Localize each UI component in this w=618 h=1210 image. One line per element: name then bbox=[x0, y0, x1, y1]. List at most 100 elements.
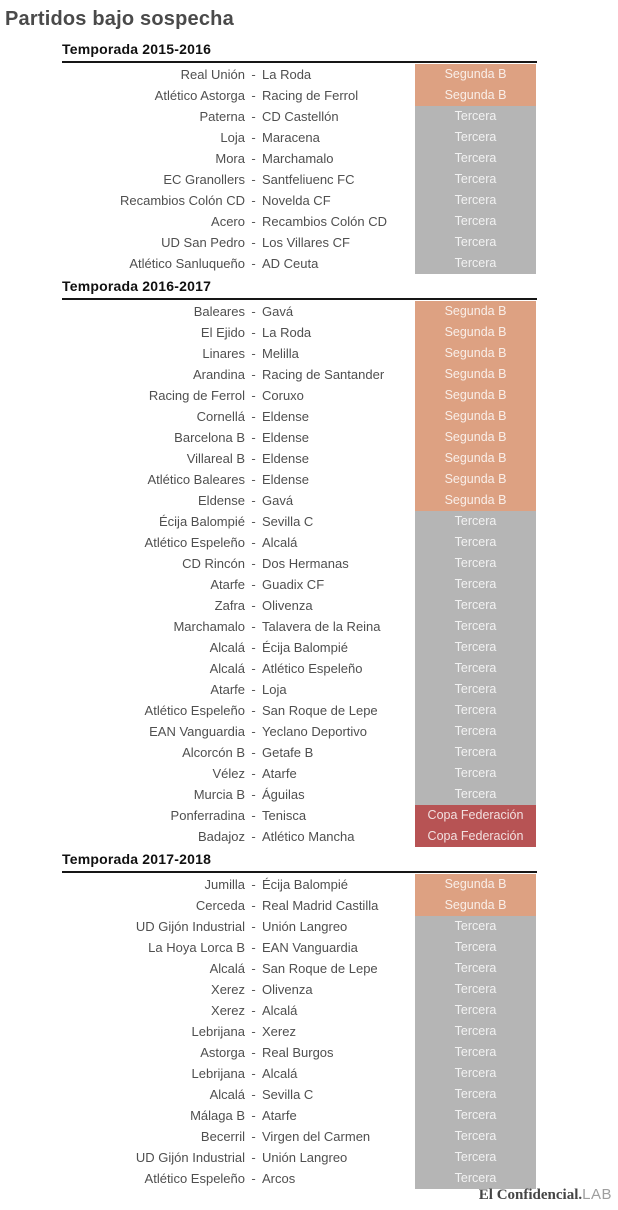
match-row: Barcelona B - Eldense Segunda B bbox=[0, 427, 618, 448]
season-section: Temporada 2015-2016 Real Unión - La Roda… bbox=[0, 41, 618, 274]
away-team: Atarfe bbox=[262, 766, 297, 781]
away-team: Gavá bbox=[262, 493, 294, 508]
match-row: Cerceda - Real Madrid Castilla Segunda B bbox=[0, 895, 618, 916]
home-team: Paterna bbox=[199, 109, 245, 124]
away-team: Talavera de la Reina bbox=[262, 619, 381, 634]
division-badge: Tercera bbox=[415, 211, 536, 232]
away-team: Guadix CF bbox=[262, 577, 325, 592]
separator-dash: - bbox=[251, 898, 256, 913]
season-section: Temporada 2016-2017 Baleares - Gavá Segu… bbox=[0, 278, 618, 847]
division-badge: Tercera bbox=[415, 1084, 536, 1105]
away-team: Racing de Ferrol bbox=[262, 88, 359, 103]
separator-dash: - bbox=[251, 982, 256, 997]
home-team: Atlético Espeleño bbox=[144, 535, 245, 550]
away-team: Eldense bbox=[262, 472, 309, 487]
away-team: San Roque de Lepe bbox=[262, 961, 378, 976]
away-team: Xerez bbox=[262, 1024, 296, 1039]
match-row: Atlético Astorga - Racing de Ferrol Segu… bbox=[0, 85, 618, 106]
division-badge: Tercera bbox=[415, 763, 536, 784]
home-team: Linares bbox=[202, 346, 245, 361]
division-badge: Tercera bbox=[415, 742, 536, 763]
division-badge: Tercera bbox=[415, 616, 536, 637]
match-row: La Hoya Lorca B - EAN Vanguardia Tercera bbox=[0, 937, 618, 958]
home-team: Lebrijana bbox=[191, 1024, 246, 1039]
away-team: Real Madrid Castilla bbox=[262, 898, 379, 913]
match-row: Atlético Baleares - Eldense Segunda B bbox=[0, 469, 618, 490]
division-badge: Tercera bbox=[415, 148, 536, 169]
match-row: Vélez - Atarfe Tercera bbox=[0, 763, 618, 784]
away-team: Écija Balompié bbox=[262, 640, 348, 655]
separator-dash: - bbox=[251, 598, 256, 613]
division-badge: Segunda B bbox=[415, 85, 536, 106]
away-team: Alcalá bbox=[262, 535, 298, 550]
separator-dash: - bbox=[251, 1024, 256, 1039]
division-badge: Tercera bbox=[415, 937, 536, 958]
season-header: Temporada 2017-2018 bbox=[62, 851, 537, 873]
match-row: Arandina - Racing de Santander Segunda B bbox=[0, 364, 618, 385]
away-team: La Roda bbox=[262, 67, 312, 82]
away-team: Gavá bbox=[262, 304, 294, 319]
separator-dash: - bbox=[251, 109, 256, 124]
division-badge: Tercera bbox=[415, 721, 536, 742]
match-row: UD Gijón Industrial - Unión Langreo Terc… bbox=[0, 916, 618, 937]
away-team: Atlético Mancha bbox=[262, 829, 355, 844]
separator-dash: - bbox=[251, 388, 256, 403]
away-team: Águilas bbox=[262, 787, 305, 802]
away-team: Los Villares CF bbox=[262, 235, 350, 250]
separator-dash: - bbox=[251, 640, 256, 655]
home-team: Cornellá bbox=[196, 409, 245, 424]
separator-dash: - bbox=[251, 130, 256, 145]
away-team: Marchamalo bbox=[262, 151, 334, 166]
home-team: Atlético Astorga bbox=[154, 88, 245, 103]
match-row: Écija Balompié - Sevilla C Tercera bbox=[0, 511, 618, 532]
separator-dash: - bbox=[251, 1129, 256, 1144]
season-title: Temporada 2015-2016 bbox=[62, 41, 212, 57]
match-row: Baleares - Gavá Segunda B bbox=[0, 301, 618, 322]
home-team: Atarfe bbox=[210, 577, 245, 592]
match-row: Alcalá - San Roque de Lepe Tercera bbox=[0, 958, 618, 979]
season-rows: Baleares - Gavá Segunda B El Ejido - La … bbox=[0, 301, 618, 847]
home-team: Villareal B bbox=[186, 451, 245, 466]
home-team: El Ejido bbox=[200, 325, 245, 340]
separator-dash: - bbox=[251, 940, 256, 955]
match-row: Alcalá - Sevilla C Tercera bbox=[0, 1084, 618, 1105]
season-rows: Real Unión - La Roda Segunda B Atlético … bbox=[0, 64, 618, 274]
match-row: Racing de Ferrol - Coruxo Segunda B bbox=[0, 385, 618, 406]
home-team: Écija Balompié bbox=[159, 514, 245, 529]
division-badge: Tercera bbox=[415, 916, 536, 937]
home-team: UD San Pedro bbox=[161, 235, 245, 250]
separator-dash: - bbox=[251, 808, 256, 823]
division-badge: Copa Federación bbox=[415, 826, 536, 847]
footer-brand: El Confidencial. bbox=[478, 1187, 583, 1203]
division-badge: Tercera bbox=[415, 532, 536, 553]
division-badge: Segunda B bbox=[415, 490, 536, 511]
home-team: La Hoya Lorca B bbox=[148, 940, 245, 955]
season-header: Temporada 2015-2016 bbox=[62, 41, 537, 63]
division-badge: Segunda B bbox=[415, 301, 536, 322]
home-team: Alcorcón B bbox=[182, 745, 245, 760]
home-team: EC Granollers bbox=[163, 172, 245, 187]
match-row: EC Granollers - Santfeliuenc FC Tercera bbox=[0, 169, 618, 190]
division-badge: Tercera bbox=[415, 127, 536, 148]
match-row: Linares - Melilla Segunda B bbox=[0, 343, 618, 364]
separator-dash: - bbox=[251, 961, 256, 976]
away-team: Olivenza bbox=[262, 598, 313, 613]
away-team: Dos Hermanas bbox=[262, 556, 349, 571]
separator-dash: - bbox=[251, 877, 256, 892]
separator-dash: - bbox=[251, 235, 256, 250]
match-row: Murcia B - Águilas Tercera bbox=[0, 784, 618, 805]
home-team: Real Unión bbox=[180, 67, 245, 82]
away-team: Tenisca bbox=[262, 808, 307, 823]
away-team: Recambios Colón CD bbox=[262, 214, 387, 229]
separator-dash: - bbox=[251, 346, 256, 361]
division-badge: Tercera bbox=[415, 979, 536, 1000]
division-badge: Tercera bbox=[415, 253, 536, 274]
separator-dash: - bbox=[251, 703, 256, 718]
match-row: Atlético Espeleño - Arcos Tercera bbox=[0, 1168, 618, 1189]
home-team: Alcalá bbox=[209, 961, 245, 976]
separator-dash: - bbox=[251, 193, 256, 208]
separator-dash: - bbox=[251, 577, 256, 592]
separator-dash: - bbox=[251, 1066, 256, 1081]
match-row: Zafra - Olivenza Tercera bbox=[0, 595, 618, 616]
home-team: Arandina bbox=[192, 367, 245, 382]
